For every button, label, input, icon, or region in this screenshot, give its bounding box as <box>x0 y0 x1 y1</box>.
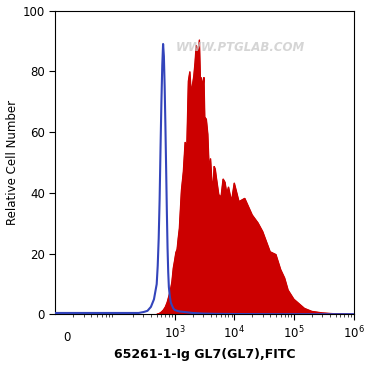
X-axis label: 65261-1-Ig GL7(GL7),FITC: 65261-1-Ig GL7(GL7),FITC <box>114 348 295 361</box>
Text: WWW.PTGLAB.COM: WWW.PTGLAB.COM <box>176 40 305 54</box>
Polygon shape <box>157 40 353 315</box>
Y-axis label: Relative Cell Number: Relative Cell Number <box>6 100 18 225</box>
Text: 0: 0 <box>64 331 71 344</box>
